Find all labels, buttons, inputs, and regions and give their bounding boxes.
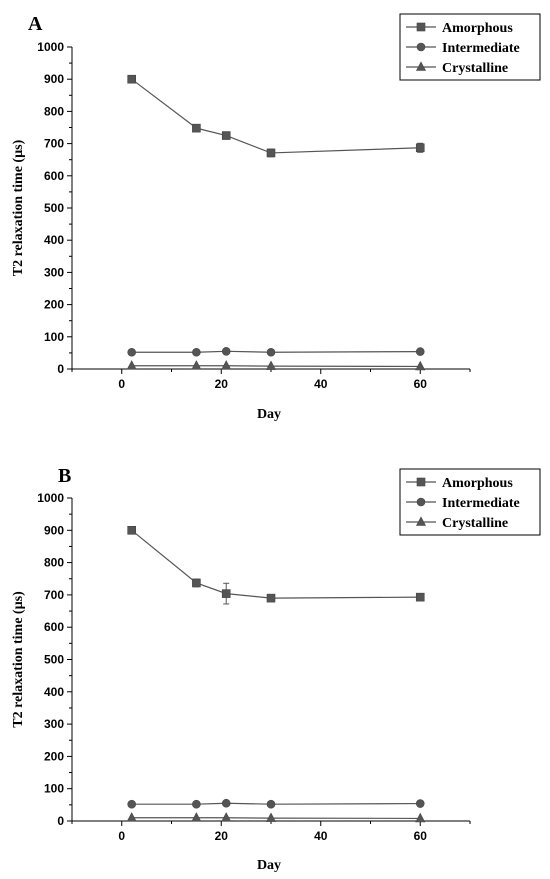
series-line-intermediate	[131, 802, 421, 805]
data-point-intermediate	[221, 798, 231, 808]
legend-marker-amorphous	[416, 477, 426, 487]
data-point-amorphous	[266, 148, 276, 158]
y-tick-label: 100	[44, 330, 64, 344]
x-tick-label: 40	[314, 377, 328, 391]
data-point-intermediate	[266, 347, 276, 357]
data-point-crystalline	[266, 812, 276, 822]
data-point-amorphous	[266, 593, 276, 603]
data-point-crystalline	[266, 360, 276, 370]
panel-label: A	[28, 13, 43, 35]
data-point-crystalline	[126, 812, 137, 822]
legend-marker-crystalline	[416, 61, 426, 71]
legend-label: Amorphous	[442, 476, 513, 491]
y-tick-label: 700	[44, 588, 64, 602]
data-point-intermediate	[192, 347, 201, 357]
data-point-amorphous	[415, 143, 425, 153]
y-tick-label: 0	[57, 362, 64, 376]
y-tick-label: 100	[44, 782, 64, 796]
y-tick-label: 900	[44, 523, 64, 537]
panel-label: B	[58, 465, 71, 487]
data-point-crystalline	[221, 812, 232, 822]
data-point-intermediate	[127, 799, 136, 809]
data-point-amorphous	[127, 74, 136, 84]
x-tick-label: 20	[215, 829, 229, 843]
data-point-crystalline	[221, 360, 232, 370]
data-point-amorphous	[127, 525, 136, 535]
y-tick-label: 1000	[37, 40, 64, 54]
x-tick-label: 0	[118, 377, 125, 391]
y-axis-title: T2 relaxation time (µs)	[11, 591, 26, 728]
x-tick-label: 0	[118, 829, 125, 843]
legend-marker-intermediate	[416, 42, 426, 52]
data-point-crystalline	[415, 812, 426, 823]
data-point-crystalline	[126, 360, 137, 370]
y-tick-label: 500	[44, 653, 64, 667]
x-tick-label: 40	[314, 829, 328, 843]
series-line-crystalline	[131, 365, 421, 368]
y-tick-label: 0	[57, 814, 64, 828]
y-axis-title: T2 relaxation time (µs)	[11, 139, 26, 276]
series-line-intermediate	[131, 350, 421, 353]
x-tick-label: 60	[414, 829, 428, 843]
y-tick-label: 300	[44, 265, 64, 279]
series-line-amorphous	[131, 529, 421, 599]
data-point-amorphous	[415, 592, 425, 602]
data-point-crystalline	[415, 360, 426, 371]
x-axis-title: Day	[257, 407, 281, 422]
data-point-amorphous	[192, 123, 201, 133]
x-tick-label: 20	[215, 377, 229, 391]
x-tick-label: 60	[414, 377, 428, 391]
legend-label: Intermediate	[442, 41, 520, 56]
x-axis-title: Day	[257, 858, 281, 873]
data-point-amorphous	[221, 131, 231, 140]
panel-b: B 0 100 200 300 400 500 600 700 800 900 1000 0 20 40 60…	[11, 465, 541, 873]
data-point-intermediate	[192, 799, 201, 809]
y-tick-label: 800	[44, 104, 64, 118]
data-point-intermediate	[266, 799, 276, 809]
y-tick-label: 1000	[37, 491, 64, 505]
legend-marker-intermediate	[416, 497, 426, 507]
y-tick-label: 600	[44, 620, 64, 634]
y-tick-label: 200	[44, 298, 64, 312]
legend-label: Crystalline	[442, 61, 508, 76]
data-point-crystalline	[191, 812, 202, 822]
data-point-amorphous	[192, 578, 201, 588]
y-tick-label: 200	[44, 749, 64, 763]
legend-label: Crystalline	[442, 516, 508, 531]
panel-a: A 0 100 200 300 400 500 600 700 800 900 1000 0 20 40 60…	[11, 13, 541, 422]
data-point-intermediate	[415, 347, 425, 356]
y-tick-label: 800	[44, 556, 64, 570]
series-line-amorphous	[131, 78, 421, 154]
y-tick-label: 500	[44, 201, 64, 215]
y-tick-label: 300	[44, 717, 64, 731]
y-tick-label: 600	[44, 169, 64, 183]
y-tick-label: 900	[44, 72, 64, 86]
legend-label: Amorphous	[442, 21, 513, 36]
legend-label: Intermediate	[442, 496, 520, 511]
data-point-intermediate	[221, 346, 231, 356]
y-tick-label: 400	[44, 685, 64, 699]
data-point-intermediate	[415, 799, 425, 808]
legend-marker-crystalline	[416, 516, 426, 526]
data-point-amorphous	[221, 589, 231, 598]
y-tick-label: 700	[44, 137, 64, 151]
data-point-crystalline	[191, 360, 202, 370]
y-tick-label: 400	[44, 233, 64, 247]
data-point-intermediate	[127, 347, 136, 357]
series-line-crystalline	[131, 817, 421, 820]
legend-marker-amorphous	[416, 22, 426, 32]
